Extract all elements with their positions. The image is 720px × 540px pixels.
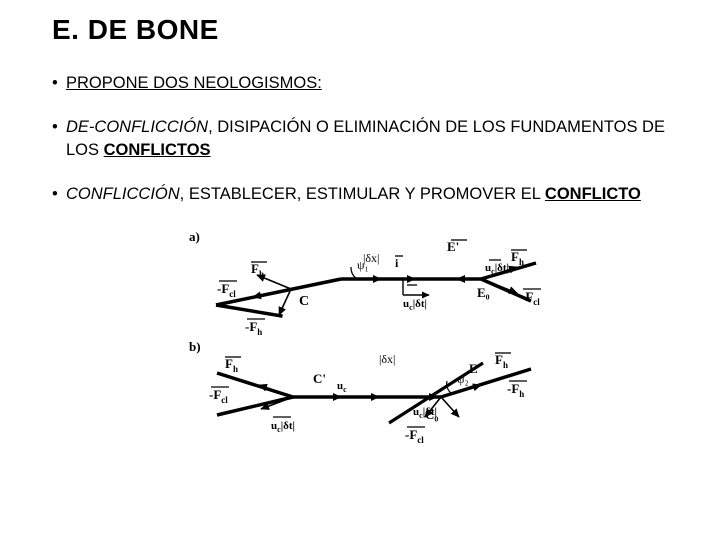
label-a-tag: a): [189, 229, 200, 244]
lbl: E': [447, 239, 459, 254]
svg-text:-Fh: -Fh: [507, 381, 524, 399]
lbl: -F: [209, 387, 221, 402]
svg-text:-Fcl: -Fcl: [521, 289, 540, 307]
lbl: F: [251, 261, 259, 276]
bullet-2-strong: CONFLICTOS: [104, 141, 211, 159]
svg-text:Fh: Fh: [511, 249, 524, 267]
subfig-a: a): [189, 229, 541, 337]
svg-text:-Fcl: -Fcl: [209, 387, 228, 405]
lbl: -F: [217, 281, 229, 296]
lbl: cl: [533, 297, 540, 307]
lbl: F: [495, 352, 503, 367]
bullet-2-term: DE-CONFLICCIÓN: [66, 118, 208, 136]
slide-title: E. DE BONE: [52, 14, 690, 46]
lbl: C: [299, 294, 309, 309]
lbl: ψ₂: [457, 372, 469, 386]
lbl: E₀: [477, 285, 490, 300]
lbl: cl: [229, 289, 236, 299]
lbl: F: [511, 249, 519, 264]
lbl: |δt|: [495, 262, 509, 274]
lbl: |δx|: [363, 251, 379, 265]
lbl: -F: [245, 319, 257, 334]
lbl: |δt|: [281, 420, 295, 432]
label-b-tag: b): [189, 339, 201, 354]
svg-text:Fh: Fh: [251, 261, 264, 279]
lbl: h: [503, 360, 508, 370]
diagram-container: a): [52, 227, 690, 447]
bullet-1: PROPONE DOS NEOLOGISMOS:: [52, 72, 690, 94]
svg-text:uc|δt|: uc|δt|: [485, 262, 509, 276]
slide-container: E. DE BONE PROPONE DOS NEOLOGISMOS: DE-C…: [0, 0, 720, 447]
lbl: h: [257, 327, 262, 337]
lbl: -F: [521, 289, 533, 304]
lbl: h: [519, 389, 524, 399]
bullet-3-rest: , ESTABLECER, ESTIMULAR Y PROMOVER EL: [180, 185, 545, 203]
svg-text:uc|δt|: uc|δt|: [271, 420, 295, 434]
subfig-b: b): [189, 339, 531, 445]
lbl: h: [259, 269, 264, 279]
svg-text:Fh: Fh: [495, 352, 508, 370]
lbl: h: [519, 257, 524, 267]
lbl: c: [343, 385, 347, 394]
lbl: i: [395, 256, 399, 270]
bullet-3: CONFLICCIÓN, ESTABLECER, ESTIMULAR Y PRO…: [52, 183, 690, 205]
lbl: C₀: [425, 407, 438, 422]
svg-text:Fh: Fh: [225, 356, 238, 374]
lbl: F: [225, 356, 233, 371]
lbl: |δx|: [379, 352, 395, 366]
svg-text:-Fh: -Fh: [245, 319, 262, 337]
svg-text:-Fcl: -Fcl: [217, 281, 236, 299]
lbl: C': [313, 371, 326, 386]
bullet-3-strong: CONFLICTO: [545, 185, 641, 203]
lbl: -F: [405, 427, 417, 442]
bullet-3-term: CONFLICCIÓN: [66, 185, 180, 203]
vector-diagram: a): [181, 227, 561, 447]
lbl: cl: [417, 435, 424, 445]
bullet-2: DE-CONFLICCIÓN, DISIPACIÓN O ELIMINACIÓN…: [52, 116, 690, 161]
lbl: h: [233, 364, 238, 374]
svg-text:-Fcl: -Fcl: [405, 427, 424, 445]
svg-text:uc|δt|: uc|δt|: [403, 298, 427, 312]
lbl: |δt|: [413, 298, 427, 310]
bullet-1-text: PROPONE DOS NEOLOGISMOS:: [66, 74, 322, 92]
svg-text:uc: uc: [337, 380, 347, 394]
lbl: -F: [507, 381, 519, 396]
lbl: cl: [221, 395, 228, 405]
lbl: E: [469, 361, 478, 376]
